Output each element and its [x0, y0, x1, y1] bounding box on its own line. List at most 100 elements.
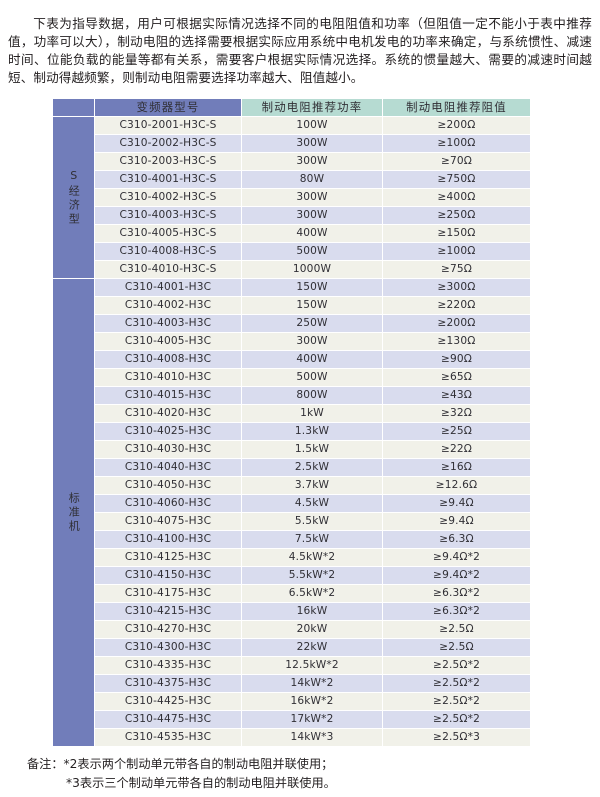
cell-model: C310-4020-H3C [95, 405, 241, 422]
table-row: C310-4215-H3C 16kW ≥6.3Ω*2 [53, 603, 530, 620]
table-row: C310-4335-H3C 12.5kW*2 ≥2.5Ω*2 [53, 657, 530, 674]
cell-resistance: ≥750Ω [383, 171, 530, 188]
cell-power: 250W [242, 315, 382, 332]
table-row: C310-4008-H3C 400W ≥90Ω [53, 351, 530, 368]
table-row: C310-4535-H3C 14kW*3 ≥2.5Ω*3 [53, 729, 530, 746]
table-row: C310-4002-H3C-S 300W ≥400Ω [53, 189, 530, 206]
cell-power: 1000W [242, 261, 382, 278]
table-row: C310-4003-H3C 250W ≥200Ω [53, 315, 530, 332]
cell-model: C310-4002-H3C-S [95, 189, 241, 206]
cell-resistance: ≥2.5Ω*2 [383, 711, 530, 728]
cell-model: C310-2003-H3C-S [95, 153, 241, 170]
cell-resistance: ≥400Ω [383, 189, 530, 206]
cell-resistance: ≥12.6Ω [383, 477, 530, 494]
cell-power: 22kW [242, 639, 382, 656]
cell-power: 1kW [242, 405, 382, 422]
cell-power: 5.5kW*2 [242, 567, 382, 584]
cell-power: 1.3kW [242, 423, 382, 440]
table-row: C310-4015-H3C 800W ≥43Ω [53, 387, 530, 404]
cell-resistance: ≥9.4Ω*2 [383, 567, 530, 584]
cell-model: C310-4002-H3C [95, 297, 241, 314]
cell-model: C310-4005-H3C-S [95, 225, 241, 242]
cell-resistance: ≥75Ω [383, 261, 530, 278]
table-row: C310-4175-H3C 6.5kW*2 ≥6.3Ω*2 [53, 585, 530, 602]
table-row: 标准机 C310-4001-H3C 150W ≥300Ω [53, 279, 530, 746]
cell-model: C310-4300-H3C [95, 639, 241, 656]
cell-model: C310-4003-H3C-S [95, 207, 241, 224]
table-row: C310-4375-H3C 14kW*2 ≥2.5Ω*2 [53, 675, 530, 692]
cell-resistance: ≥200Ω [383, 315, 530, 332]
cell-model: C310-4001-H3C-S [95, 171, 241, 188]
cell-model: C310-4008-H3C-S [95, 243, 241, 260]
cell-model: C310-4001-H3C [95, 279, 241, 296]
table-row: C310-4060-H3C 4.5kW ≥9.4Ω [53, 495, 530, 512]
cell-resistance: ≥100Ω [383, 135, 530, 152]
table-row: C310-4100-H3C 7.5kW ≥6.3Ω [53, 531, 530, 548]
cell-model: C310-4030-H3C [95, 441, 241, 458]
group-label-cell: 标准机 [53, 279, 94, 746]
header-cell-resistance: 制动电阻推荐阻值 [383, 99, 530, 116]
cell-resistance: ≥90Ω [383, 351, 530, 368]
cell-power: 300W [242, 135, 382, 152]
cell-model: C310-4335-H3C [95, 657, 241, 674]
cell-model: C310-4060-H3C [95, 495, 241, 512]
cell-model: C310-4215-H3C [95, 603, 241, 620]
cell-model: C310-2002-H3C-S [95, 135, 241, 152]
cell-power: 16kW*2 [242, 693, 382, 710]
table-row: C310-4300-H3C 22kW ≥2.5Ω [53, 639, 530, 656]
table-row: C310-4010-H3C 500W ≥65Ω [53, 369, 530, 386]
cell-power: 80W [242, 171, 382, 188]
cell-resistance: ≥300Ω [383, 279, 530, 296]
cell-resistance: ≥22Ω [383, 441, 530, 458]
table-row: C310-4050-H3C 3.7kW ≥12.6Ω [53, 477, 530, 494]
cell-power: 400W [242, 351, 382, 368]
cell-power: 5.5kW [242, 513, 382, 530]
cell-model: C310-4100-H3C [95, 531, 241, 548]
table-row: C310-4150-H3C 5.5kW*2 ≥9.4Ω*2 [53, 567, 530, 584]
table-row: C310-4040-H3C 2.5kW ≥16Ω [53, 459, 530, 476]
table-row: C310-4008-H3C-S 500W ≥100Ω [53, 243, 530, 260]
cell-model: C310-4475-H3C [95, 711, 241, 728]
cell-resistance: ≥2.5Ω*2 [383, 675, 530, 692]
table-header: 变频器型号 制动电阻推荐功率 制动电阻推荐阻值 [53, 99, 530, 116]
cell-model: C310-4075-H3C [95, 513, 241, 530]
table-row: C310-4475-H3C 17kW*2 ≥2.5Ω*2 [53, 711, 530, 728]
footnote-line-1: 备注：*2表示两个制动单元带各自的制动电阻并联使用； [27, 757, 334, 771]
cell-model: C310-4375-H3C [95, 675, 241, 692]
group-label-cell: S经济型 [53, 117, 94, 278]
cell-resistance: ≥32Ω [383, 405, 530, 422]
cell-resistance: ≥25Ω [383, 423, 530, 440]
cell-resistance: ≥100Ω [383, 243, 530, 260]
cell-model: C310-4003-H3C [95, 315, 241, 332]
cell-resistance: ≥6.3Ω [383, 531, 530, 548]
header-row: 变频器型号 制动电阻推荐功率 制动电阻推荐阻值 [53, 99, 530, 116]
cell-power: 150W [242, 279, 382, 296]
table-row: C310-4005-H3C-S 400W ≥150Ω [53, 225, 530, 242]
cell-power: 4.5kW*2 [242, 549, 382, 566]
cell-resistance: ≥2.5Ω*3 [383, 729, 530, 746]
cell-power: 150W [242, 297, 382, 314]
cell-resistance: ≥2.5Ω*2 [383, 657, 530, 674]
cell-model: C310-4425-H3C [95, 693, 241, 710]
braking-resistor-spec-table: 变频器型号 制动电阻推荐功率 制动电阻推荐阻值 S经济型 C310-2001-H3… [52, 98, 531, 747]
cell-resistance: ≥65Ω [383, 369, 530, 386]
cell-power: 12.5kW*2 [242, 657, 382, 674]
cell-power: 500W [242, 243, 382, 260]
cell-model: C310-4010-H3C [95, 369, 241, 386]
cell-model: C310-2001-H3C-S [95, 117, 241, 134]
footnote-line-2: *3表示三个制动单元带各自的制动电阻并联使用。 [66, 776, 336, 790]
table-row: C310-4010-H3C-S 1000W ≥75Ω [53, 261, 530, 278]
group-label-text: 标准机 [67, 491, 81, 534]
cell-power: 100W [242, 117, 382, 134]
cell-power: 14kW*3 [242, 729, 382, 746]
table-row: C310-4002-H3C 150W ≥220Ω [53, 297, 530, 314]
cell-resistance: ≥6.3Ω*2 [383, 585, 530, 602]
cell-model: C310-4015-H3C [95, 387, 241, 404]
cell-model: C310-4008-H3C [95, 351, 241, 368]
cell-model: C310-4005-H3C [95, 333, 241, 350]
table-row: C310-4125-H3C 4.5kW*2 ≥9.4Ω*2 [53, 549, 530, 566]
cell-resistance: ≥9.4Ω [383, 495, 530, 512]
header-cell-model: 变频器型号 [95, 99, 241, 116]
cell-resistance: ≥250Ω [383, 207, 530, 224]
cell-power: 17kW*2 [242, 711, 382, 728]
